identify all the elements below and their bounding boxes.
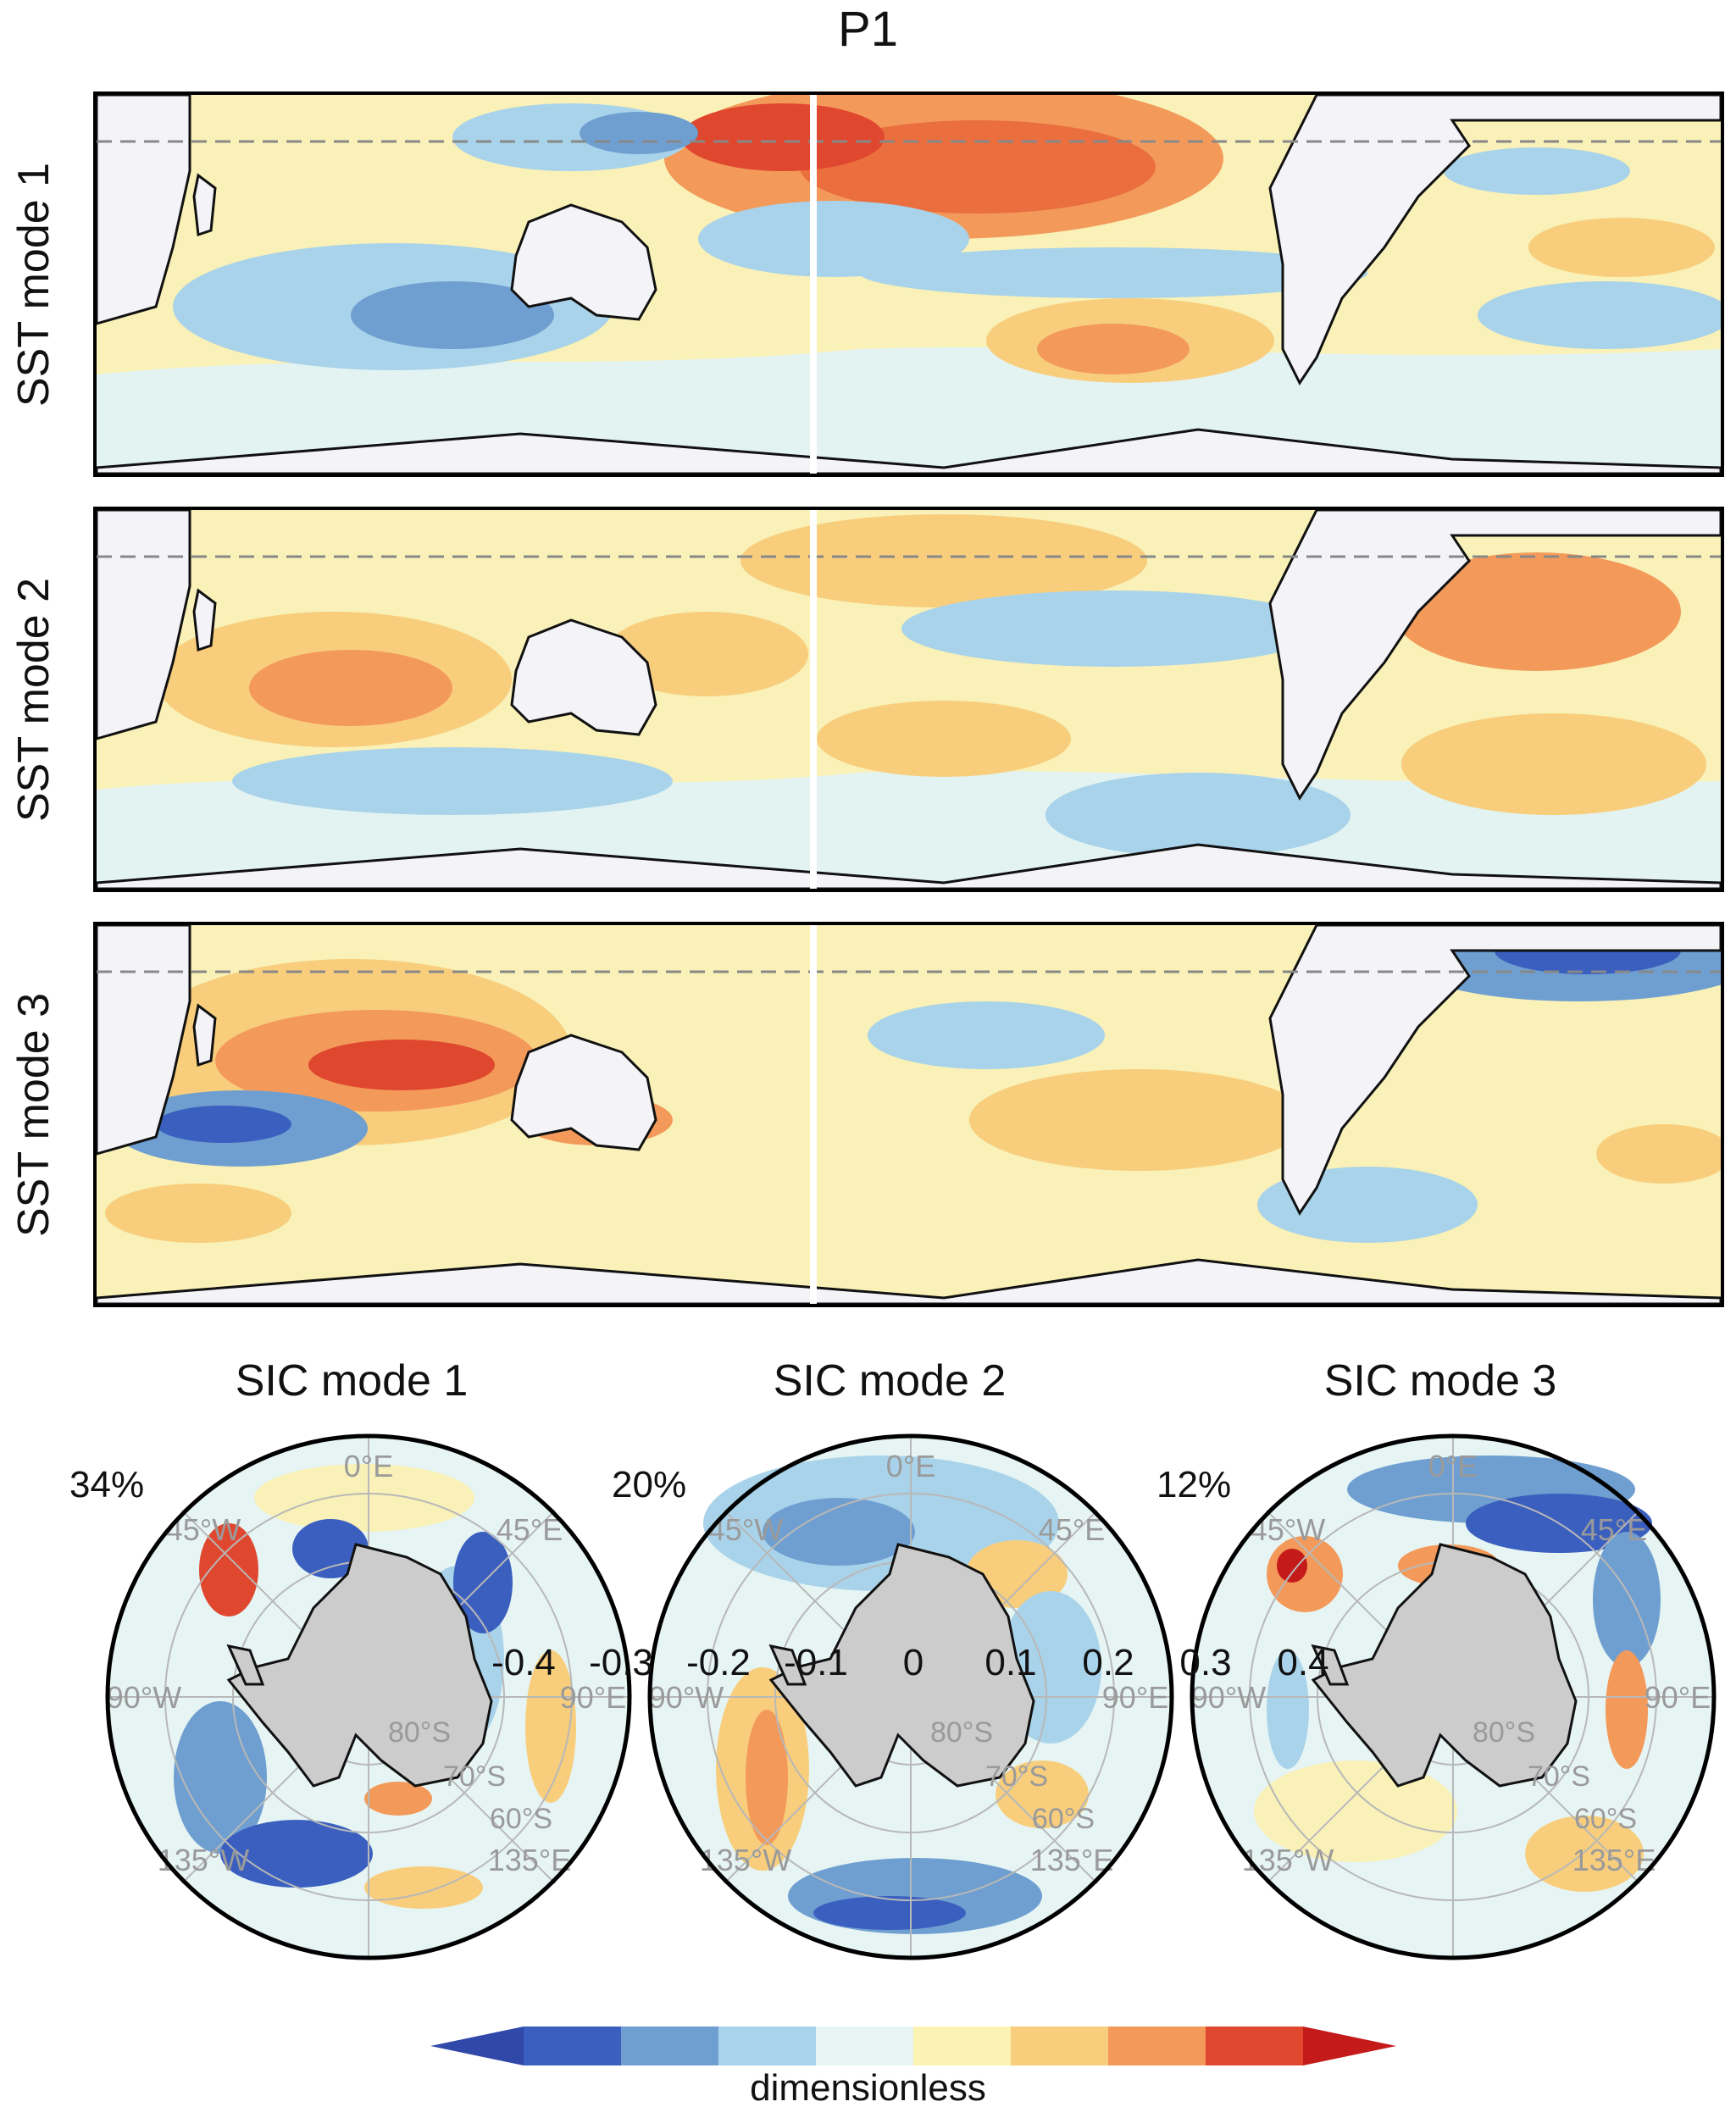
- lat-70-label: 70°S: [1528, 1760, 1590, 1793]
- colorbar-tick: 0.4: [1277, 1642, 1329, 1683]
- lat-80-label: 80°S: [930, 1716, 993, 1749]
- sst-mode-1-map: [93, 91, 1724, 477]
- sic-mode-1-percent: 34%: [69, 1464, 145, 1505]
- colorbar-tick: 0.3: [1179, 1642, 1232, 1683]
- sic-mode-3-polar-map: 0°E 45°W 45°E 90°W 90°E 135°W 135°E 80°S…: [1186, 1430, 1720, 1968]
- colorbar-tick: -0.3: [589, 1642, 653, 1683]
- colorbar-segment: [718, 2027, 816, 2065]
- lon-135w-label: 135°W: [158, 1843, 249, 1877]
- sst-mode-1-label: SST mode 1: [9, 162, 58, 407]
- colorbar-segment: [1011, 2027, 1108, 2065]
- sic-mode-1-title: SIC mode 1: [235, 1356, 469, 1406]
- colorbar-segment: [621, 2027, 718, 2065]
- colorbar: [430, 2027, 1396, 2065]
- colorbar-tick: -0.4: [491, 1642, 556, 1683]
- sst-mode-2-label: SST mode 2: [9, 577, 58, 822]
- colorbar-tick: 0: [902, 1642, 924, 1683]
- sic-mode-2-percent: 20%: [612, 1464, 687, 1505]
- colorbar-label: dimensionless: [750, 2067, 986, 2109]
- sic-mode-1-polar-map: 0°E 45°W 45°E 90°W 90°E 135°W 135°E 80°S…: [102, 1430, 635, 1968]
- lon-90e-label: 90°E: [1102, 1680, 1168, 1715]
- colorbar-tick: 0.2: [1082, 1642, 1134, 1683]
- colorbar-segment: [913, 2027, 1011, 2065]
- lon-135e-label: 135°E: [1572, 1843, 1656, 1877]
- lon-90e-label: 90°E: [1644, 1680, 1711, 1715]
- sic-mode-3-percent: 12%: [1156, 1464, 1232, 1505]
- lat-80-label: 80°S: [388, 1716, 451, 1749]
- lat-60-label: 60°S: [1574, 1803, 1637, 1835]
- lon-45e-label: 45°E: [1039, 1512, 1105, 1547]
- colorbar-tick: 0.1: [984, 1642, 1037, 1683]
- lat-80-label: 80°S: [1473, 1716, 1535, 1749]
- sst-mode-2-map: [93, 507, 1724, 892]
- colorbar-low-extend: [430, 2027, 524, 2065]
- colorbar-ticks: -0.4 -0.3 -0.2 -0.1 0 0.1 0.2 0.3 0.4: [0, 1642, 1736, 1693]
- figure-title: P1: [838, 2, 898, 57]
- lon-0-label: 0°E: [344, 1449, 393, 1483]
- lon-0-label: 0°E: [886, 1449, 935, 1483]
- lon-90w-label: 90°W: [649, 1680, 724, 1715]
- lat-60-label: 60°S: [490, 1803, 552, 1835]
- sic-mode-2-title: SIC mode 2: [773, 1356, 1007, 1406]
- lon-135w-label: 135°W: [1242, 1843, 1334, 1877]
- sic-mode-2-polar-map: 0°E 45°W 45°E 90°W 90°E 135°W 135°E 80°S…: [644, 1430, 1178, 1968]
- lon-0-label: 0°E: [1428, 1449, 1478, 1483]
- lon-135e-label: 135°E: [1030, 1843, 1113, 1877]
- colorbar-segment: [1108, 2027, 1206, 2065]
- lat-70-label: 70°S: [985, 1760, 1048, 1793]
- colorbar-tick: -0.2: [686, 1642, 751, 1683]
- colorbar-segment: [1206, 2027, 1303, 2065]
- lon-45e-label: 45°E: [496, 1512, 563, 1547]
- lon-90w-label: 90°W: [1191, 1680, 1266, 1715]
- lon-90w-label: 90°W: [107, 1680, 181, 1715]
- sic-mode-3-title: SIC mode 3: [1323, 1356, 1557, 1406]
- lat-60-label: 60°S: [1032, 1803, 1095, 1835]
- colorbar-high-extend: [1303, 2027, 1396, 2065]
- colorbar-tick: -0.1: [784, 1642, 848, 1683]
- lon-135e-label: 135°E: [488, 1843, 571, 1877]
- lon-45e-label: 45°E: [1581, 1512, 1647, 1547]
- lon-90e-label: 90°E: [560, 1680, 626, 1715]
- lat-70-label: 70°S: [443, 1760, 506, 1793]
- sst-mode-3-map: [93, 922, 1724, 1307]
- colorbar-segment: [524, 2027, 621, 2065]
- colorbar-segment: [816, 2027, 913, 2065]
- lon-135w-label: 135°W: [700, 1843, 791, 1877]
- sst-mode-3-label: SST mode 3: [9, 992, 58, 1237]
